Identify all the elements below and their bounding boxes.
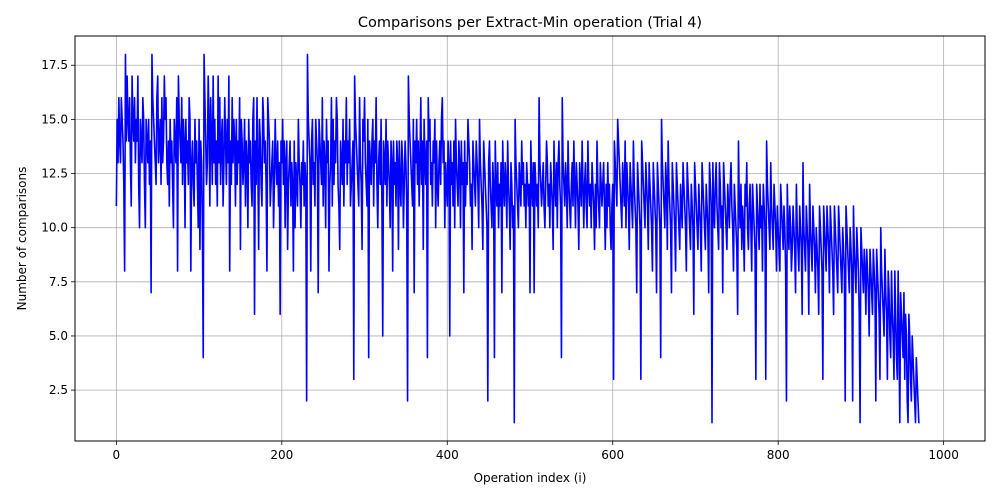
y-axis-title: Number of comparisons [15,167,29,311]
x-axis: 0 200 400 600 800 1000 [113,441,959,462]
x-axis-title: Operation index (i) [474,471,587,485]
series-line [115,53,920,424]
x-tick-label: 400 [436,448,459,462]
y-tick-label: 2.5 [49,383,68,397]
y-tick-label: 7.5 [49,275,68,289]
chart-title: Comparisons per Extract-Min operation (T… [358,15,702,31]
series-layer [115,53,920,424]
x-tick-label: 200 [270,448,293,462]
y-tick-label: 5.0 [49,329,68,343]
y-tick-label: 10.0 [41,221,68,235]
y-tick-label: 17.5 [41,58,68,72]
plot-frame [74,35,986,442]
y-tick-label: 15.0 [41,112,68,126]
y-tick-label: 12.5 [41,167,68,181]
x-tick-label: 1000 [928,448,959,462]
x-tick-label: 0 [113,448,121,462]
y-axis: 2.5 5.0 7.5 10.0 12.5 15.0 17.5 [41,58,75,397]
x-tick-label: 800 [767,448,790,462]
x-tick-label: 600 [601,448,624,462]
